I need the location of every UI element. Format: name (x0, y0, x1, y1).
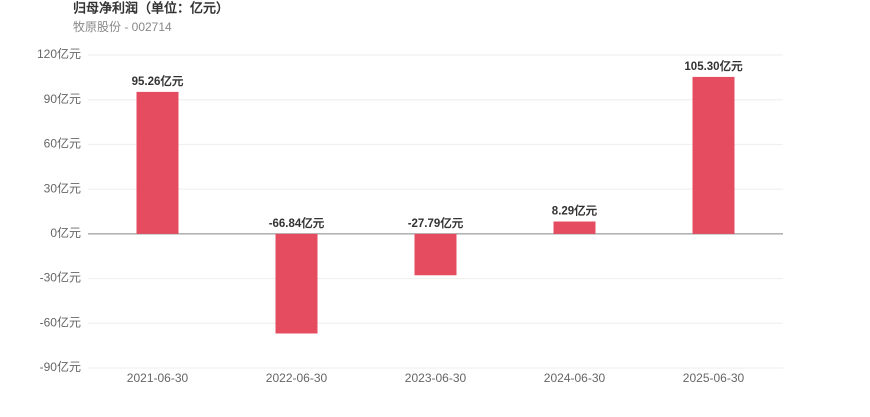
bar (414, 233, 457, 276)
x-tick-label: 2022-06-30 (266, 371, 328, 385)
x-tick-label: 2023-06-30 (405, 371, 467, 385)
y-tick-label: -90亿元 (40, 359, 81, 374)
y-tick-label: 90亿元 (44, 91, 81, 106)
bar (275, 233, 318, 334)
y-tick-label: 0亿元 (50, 225, 81, 240)
chart-subtitle: 牧原股份 - 002714 (73, 20, 172, 34)
value-label: 105.30亿元 (684, 59, 743, 73)
x-tick-label: 2025-06-30 (683, 371, 745, 385)
chart-title: 归母净利润（单位：亿元） (73, 0, 229, 15)
x-tick-label: 2024-06-30 (544, 371, 606, 385)
y-tick-label: -30亿元 (40, 270, 81, 285)
y-tick-label: -60亿元 (40, 314, 81, 329)
value-label: 8.29亿元 (552, 204, 598, 218)
y-tick-label: 30亿元 (44, 180, 81, 195)
bar (136, 91, 179, 234)
value-label: -66.84亿元 (269, 216, 325, 230)
y-tick-label: 60亿元 (44, 136, 81, 151)
bar (553, 221, 596, 234)
bar (692, 76, 735, 234)
x-tick-label: 2021-06-30 (127, 371, 189, 385)
value-label: 95.26亿元 (132, 74, 184, 88)
value-label: -27.79亿元 (408, 216, 464, 230)
y-tick-label: 120亿元 (37, 46, 81, 61)
